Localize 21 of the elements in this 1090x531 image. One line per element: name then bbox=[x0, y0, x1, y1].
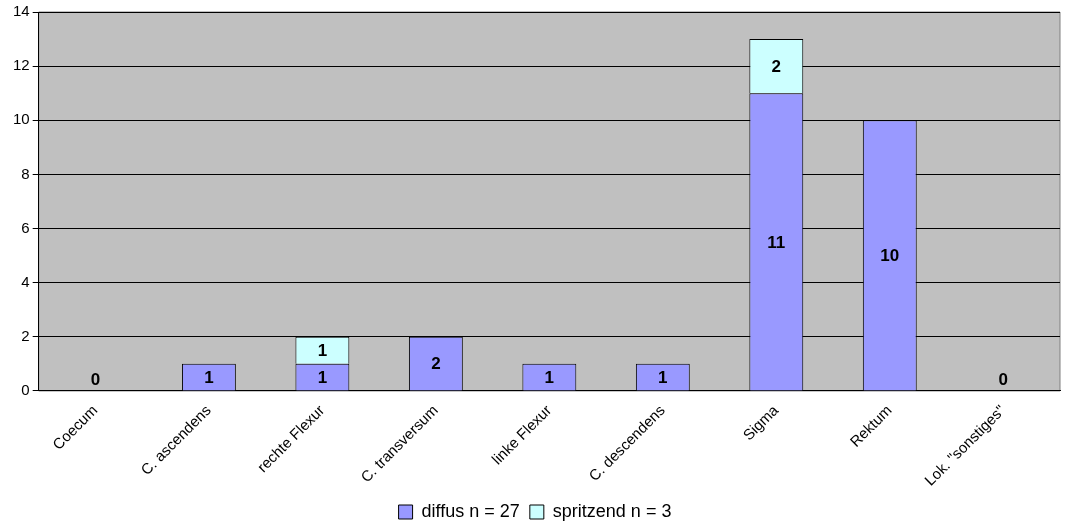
y-tick-label: 2 bbox=[21, 326, 30, 344]
y-tick-label: 10 bbox=[13, 110, 30, 128]
legend-label: spritzend n = 3 bbox=[552, 500, 672, 521]
data-label: 0 bbox=[90, 369, 101, 389]
data-label: 1 bbox=[204, 367, 214, 387]
y-tick-label: 6 bbox=[21, 218, 30, 236]
data-label: 2 bbox=[431, 354, 441, 374]
y-tick-label: 8 bbox=[21, 164, 30, 182]
data-label: 11 bbox=[767, 232, 786, 252]
legend-label: diffus n = 27 bbox=[421, 500, 520, 521]
data-label: 1 bbox=[317, 367, 328, 387]
data-label: 0 bbox=[998, 369, 1008, 389]
data-label: 1 bbox=[658, 367, 668, 387]
y-tick-label: 4 bbox=[21, 272, 30, 290]
data-label: 10 bbox=[880, 246, 900, 266]
y-tick-label: 14 bbox=[13, 2, 30, 20]
y-tick-label: 0 bbox=[21, 381, 30, 399]
data-label: 1 bbox=[317, 341, 328, 361]
data-label: 1 bbox=[544, 367, 555, 387]
y-tick-label: 12 bbox=[13, 56, 30, 74]
data-label: 2 bbox=[771, 56, 782, 76]
